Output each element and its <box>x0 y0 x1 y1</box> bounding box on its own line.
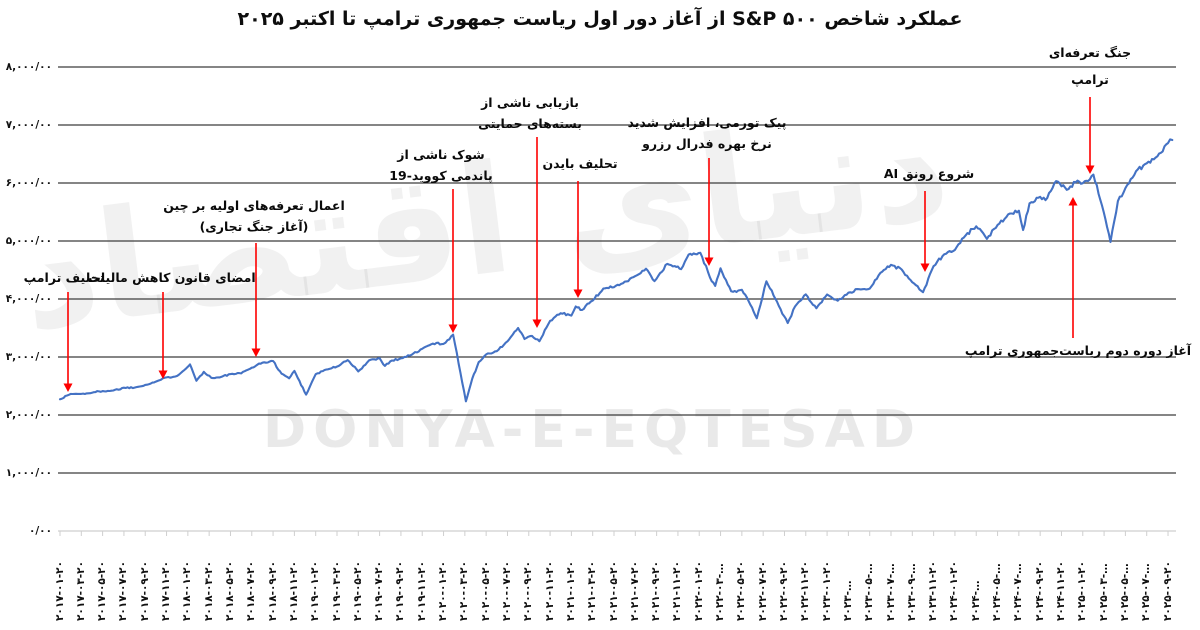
annotation-arrowhead-trump-second-term <box>1068 197 1078 206</box>
annotation-arrowhead-first-china-tariffs <box>251 348 261 357</box>
annotation-arrowhead-trump-tariff-war <box>1085 165 1095 174</box>
annotation-arrowhead-ai-boom-start <box>920 263 930 272</box>
chart-title: عملکرد شاخص S&P ۵۰۰ از آغاز دور اول ریاس… <box>237 8 963 30</box>
annotation-arrowhead-inflation-peak-fed-hikes <box>704 257 714 266</box>
annotation-arrowhead-trump-inauguration <box>63 383 73 392</box>
annotation-arrowhead-biden-inauguration <box>573 289 583 298</box>
price-line <box>58 138 1174 403</box>
annotation-arrowhead-tax-cut-law <box>158 370 168 379</box>
annotation-arrowhead-stimulus-recovery <box>532 319 542 328</box>
annotation-arrowhead-covid-shock <box>448 324 458 333</box>
